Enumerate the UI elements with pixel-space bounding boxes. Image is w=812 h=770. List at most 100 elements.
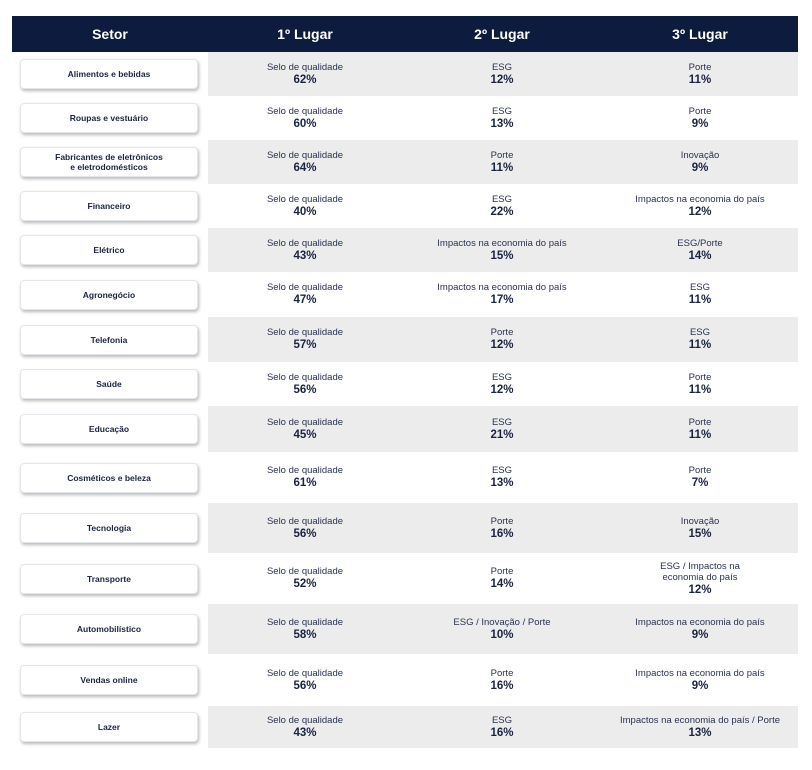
third-place-criterion: Porte bbox=[688, 105, 712, 117]
third-place-criterion: Inovação bbox=[680, 149, 720, 161]
third-place-criterion: Inovação bbox=[680, 515, 720, 527]
sector-cell: Roupas e vestuário bbox=[12, 96, 208, 140]
third-place-cell: Porte 11% bbox=[602, 406, 798, 452]
second-place-percentage: 14% bbox=[490, 578, 514, 590]
sector-label: Alimentos e bebidas bbox=[20, 59, 198, 89]
sector-cell: Telefonia bbox=[12, 317, 208, 362]
table-row: Automobilístico Selo de qualidade 58% ESG /… bbox=[12, 604, 798, 654]
first-place-criterion: Selo de qualidade bbox=[266, 105, 344, 117]
first-place-criterion: Selo de qualidade bbox=[266, 515, 344, 527]
second-place-cell: Porte 11% bbox=[402, 140, 602, 184]
table-row: Financeiro Selo de qualidade 40% ESG 22% Impa… bbox=[12, 184, 798, 228]
second-place-percentage: 13% bbox=[490, 477, 514, 489]
third-place-cell: Inovação 9% bbox=[602, 140, 798, 184]
sector-label: Elétrico bbox=[20, 235, 198, 265]
first-place-cell: Selo de qualidade 61% bbox=[208, 452, 402, 503]
third-place-criterion: Porte bbox=[688, 465, 712, 476]
second-place-cell: Impactos na economia do país 17% bbox=[402, 272, 602, 317]
first-place-criterion: Selo de qualidade bbox=[266, 416, 344, 428]
table-header: Setor 1º Lugar 2º Lugar 3º Lugar bbox=[12, 16, 798, 52]
first-place-criterion: Selo de qualidade bbox=[266, 237, 344, 249]
sector-label: Tecnologia bbox=[20, 513, 198, 543]
first-place-percentage: 56% bbox=[293, 679, 317, 692]
sector-label: Lazer bbox=[20, 712, 198, 742]
second-place-percentage: 21% bbox=[490, 428, 514, 441]
first-place-cell: Selo de qualidade 43% bbox=[208, 706, 402, 748]
third-place-percentage: 9% bbox=[691, 679, 709, 692]
first-place-criterion: Selo de qualidade bbox=[266, 616, 344, 628]
first-place-percentage: 64% bbox=[293, 161, 317, 174]
first-place-cell: Selo de qualidade 40% bbox=[208, 184, 402, 228]
third-place-cell: ESG 11% bbox=[602, 317, 798, 362]
third-place-cell: ESG / Impactos na economia do país 12% bbox=[602, 553, 798, 604]
first-place-cell: Selo de qualidade 43% bbox=[208, 228, 402, 272]
third-place-percentage: 12% bbox=[688, 205, 712, 218]
second-place-percentage: 11% bbox=[490, 161, 514, 174]
second-place-cell: ESG 21% bbox=[402, 406, 602, 452]
table-row: Alimentos e bebidas Selo de qualidade 62% E… bbox=[12, 52, 798, 96]
second-place-criterion: Porte bbox=[490, 149, 514, 161]
third-place-percentage: 11% bbox=[688, 294, 712, 306]
second-place-cell: ESG 16% bbox=[402, 706, 602, 748]
third-place-percentage: 9% bbox=[691, 117, 709, 130]
table-row: Agronegócio Selo de qualidade 47% Impactos … bbox=[12, 272, 798, 317]
first-place-cell: Selo de qualidade 57% bbox=[208, 317, 402, 362]
third-place-criterion: Porte bbox=[688, 371, 712, 383]
first-place-criterion: Selo de qualidade bbox=[266, 714, 344, 726]
table-row: Educação Selo de qualidade 45% ESG 21% Porte 1… bbox=[12, 406, 798, 452]
first-place-percentage: 56% bbox=[293, 527, 317, 540]
second-place-criterion: ESG bbox=[491, 371, 513, 383]
sector-label: Vendas online bbox=[20, 665, 198, 695]
third-place-criterion: Impactos na economia do país bbox=[635, 193, 765, 205]
second-place-cell: ESG 13% bbox=[402, 96, 602, 140]
table-row: Elétrico Selo de qualidade 43% Impactos na … bbox=[12, 228, 798, 272]
first-place-cell: Selo de qualidade 52% bbox=[208, 553, 402, 604]
first-place-percentage: 52% bbox=[293, 578, 317, 590]
third-place-cell: Porte 11% bbox=[602, 362, 798, 406]
first-place-cell: Selo de qualidade 47% bbox=[208, 272, 402, 317]
header-first-place: 1º Lugar bbox=[277, 26, 333, 42]
second-place-cell: Porte 16% bbox=[402, 503, 602, 553]
second-place-percentage: 12% bbox=[490, 73, 514, 86]
sector-label: Fabricantes de eletrônicos e eletrodomést… bbox=[20, 147, 198, 177]
first-place-criterion: Selo de qualidade bbox=[266, 193, 344, 205]
sector-label: Transporte bbox=[20, 563, 198, 594]
sector-cell: Elétrico bbox=[12, 228, 208, 272]
sector-cell: Vendas online bbox=[12, 654, 208, 706]
first-place-criterion: Selo de qualidade bbox=[266, 327, 344, 338]
first-place-percentage: 56% bbox=[293, 383, 317, 396]
first-place-criterion: Selo de qualidade bbox=[266, 282, 344, 293]
third-place-cell: Impactos na economia do país 9% bbox=[602, 604, 798, 654]
first-place-cell: Selo de qualidade 56% bbox=[208, 362, 402, 406]
table-row: Saúde Selo de qualidade 56% ESG 12% Porte 11% bbox=[12, 362, 798, 406]
third-place-criterion: ESG / Impactos na economia do país bbox=[660, 560, 740, 583]
second-place-percentage: 16% bbox=[490, 726, 514, 739]
sector-label: Financeiro bbox=[20, 191, 198, 221]
first-place-percentage: 45% bbox=[293, 428, 317, 441]
third-place-percentage: 12% bbox=[688, 583, 712, 596]
header-second-place: 2º Lugar bbox=[474, 26, 530, 42]
third-place-cell: Porte 7% bbox=[602, 452, 798, 503]
third-place-cell: Impactos na economia do país 9% bbox=[602, 654, 798, 706]
first-place-criterion: Selo de qualidade bbox=[266, 566, 344, 577]
first-place-percentage: 43% bbox=[293, 726, 317, 739]
sector-label: Telefonia bbox=[20, 324, 198, 355]
second-place-percentage: 16% bbox=[490, 527, 514, 540]
sector-label: Cosméticos e beleza bbox=[20, 462, 198, 493]
table-row: Telefonia Selo de qualidade 57% Porte 12% ESG… bbox=[12, 317, 798, 362]
third-place-criterion: Impactos na economia do país bbox=[635, 667, 765, 679]
first-place-percentage: 43% bbox=[293, 249, 317, 262]
first-place-cell: Selo de qualidade 45% bbox=[208, 406, 402, 452]
third-place-percentage: 15% bbox=[688, 527, 712, 540]
ranking-table: Setor 1º Lugar 2º Lugar 3º Lugar Aliment… bbox=[12, 16, 798, 748]
second-place-percentage: 17% bbox=[490, 294, 514, 306]
third-place-cell: Porte 9% bbox=[602, 96, 798, 140]
third-place-criterion: Impactos na economia do país bbox=[635, 616, 765, 628]
sector-cell: Lazer bbox=[12, 706, 208, 748]
second-place-criterion: ESG bbox=[491, 416, 513, 428]
third-place-percentage: 14% bbox=[688, 249, 712, 262]
table-row: Tecnologia Selo de qualidade 56% Porte 16% In… bbox=[12, 503, 798, 553]
third-place-criterion: Porte bbox=[688, 61, 712, 73]
third-place-criterion: ESG bbox=[689, 282, 711, 293]
first-place-percentage: 60% bbox=[293, 117, 317, 130]
